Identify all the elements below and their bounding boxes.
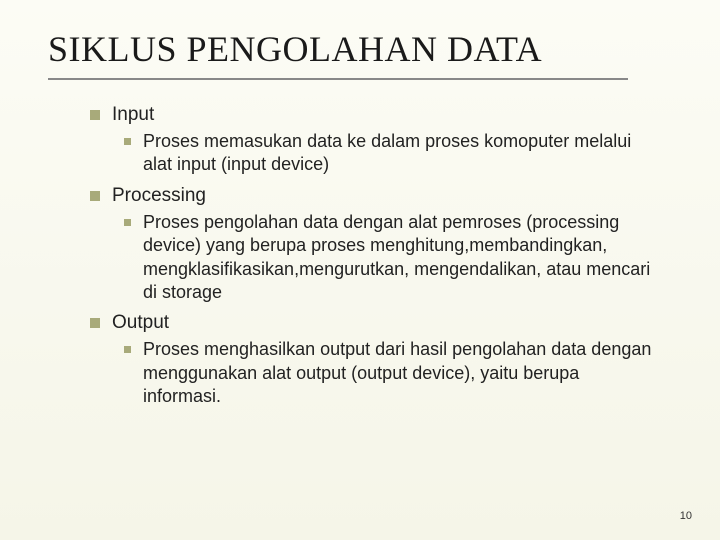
- slide-title: SIKLUS PENGOLAHAN DATA: [0, 0, 720, 78]
- square-bullet-icon: [90, 318, 100, 328]
- content-area: Input Proses memasukan data ke dalam pro…: [0, 104, 720, 409]
- list-item: Proses pengolahan data dengan alat pemro…: [124, 211, 660, 305]
- title-underline: [48, 78, 628, 80]
- level1-label: Output: [112, 312, 169, 334]
- page-number: 10: [680, 510, 692, 522]
- list-item: Processing: [90, 185, 660, 207]
- list-item: Proses memasukan data ke dalam proses ko…: [124, 130, 660, 177]
- level2-text: Proses memasukan data ke dalam proses ko…: [143, 130, 660, 177]
- square-bullet-icon: [90, 110, 100, 120]
- level1-label: Input: [112, 104, 154, 126]
- level1-label: Processing: [112, 185, 206, 207]
- square-bullet-icon: [124, 138, 131, 145]
- level2-text: Proses pengolahan data dengan alat pemro…: [143, 211, 660, 305]
- square-bullet-icon: [124, 219, 131, 226]
- list-item: Proses menghasilkan output dari hasil pe…: [124, 338, 660, 408]
- list-item: Input: [90, 104, 660, 126]
- level2-text: Proses menghasilkan output dari hasil pe…: [143, 338, 660, 408]
- square-bullet-icon: [124, 346, 131, 353]
- square-bullet-icon: [90, 191, 100, 201]
- list-item: Output: [90, 312, 660, 334]
